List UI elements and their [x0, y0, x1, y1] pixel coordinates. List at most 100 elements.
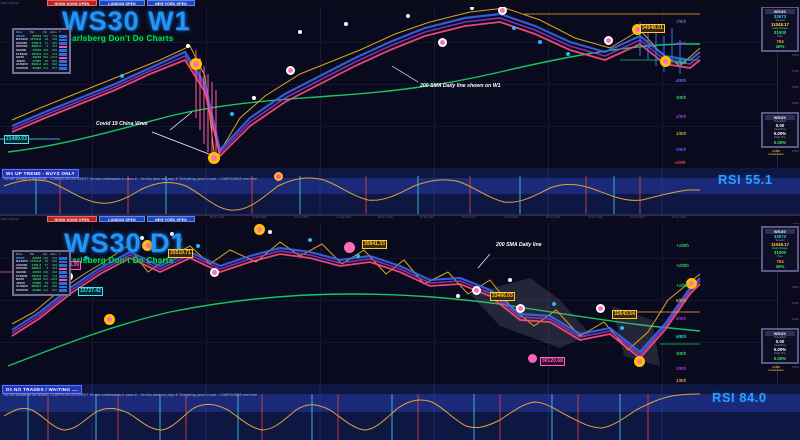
- chart-panel-d1[interactable]: WS30 D1 Carlsberg Don't Do Charts 200 SM…: [0, 216, 800, 384]
- info-value: 32673: [773, 14, 787, 19]
- info-value: 11048.17: [770, 242, 790, 248]
- cell-bar: [58, 260, 68, 264]
- table-row[interactable]: HK50 18216 842 1333: [15, 56, 68, 60]
- panel-divider: [0, 214, 800, 216]
- info-value: 16%: [775, 43, 785, 49]
- pivot-marker: [438, 38, 447, 47]
- info-value: 0.00%: [773, 139, 787, 145]
- info-box-w1-stats[interactable]: WS30 32673 Spread 11048.17 Daily Range 3…: [761, 6, 799, 52]
- mm-level-label: 6/8th: [676, 316, 687, 321]
- cell-pip: 164: [43, 33, 49, 38]
- chart-canvas-d1[interactable]: WS30 D1 Carlsberg Don't Do Charts 200 SM…: [0, 216, 800, 384]
- cell-pip: 300: [43, 47, 49, 52]
- cell-bar: [58, 35, 68, 39]
- table-row[interactable]: NAS100 11713.8 66 520: [15, 38, 68, 42]
- cell-symbol: JP225: [16, 58, 25, 63]
- cell-bid: 11713.8: [30, 37, 42, 42]
- info-value: 754: [776, 38, 784, 44]
- table-row[interactable]: AUS200 6632.2 421 628: [15, 285, 68, 289]
- signal-dot: [356, 254, 360, 258]
- rsi-zone-band: [0, 394, 800, 412]
- table-row[interactable]: US2000 1781.3 17 425: [15, 40, 68, 46]
- cell-bid: 13472: [32, 269, 42, 274]
- signal-dot: [140, 236, 144, 240]
- table-row[interactable]: SPX500 3984.5 8 333: [15, 267, 68, 271]
- table-row[interactable]: WS30 32673 164 754: [15, 33, 68, 39]
- info-value: 11048.17: [770, 22, 790, 28]
- info-label: Daily P/L: [774, 135, 786, 140]
- watchlist-panel-d1[interactable]: Pairs Bid Pip Hi/Lo T WS30 32673 164 754 NA…: [12, 250, 72, 296]
- signal-dot: [620, 326, 624, 330]
- table-row[interactable]: GER30 13472 300 640: [15, 47, 68, 53]
- info-box-d1-stats[interactable]: WS30 32673 Spread 11048.17 Daily Range 3…: [761, 226, 799, 272]
- cell-pip: 17: [44, 40, 49, 45]
- mm-level-label: 5/8th: [676, 60, 687, 65]
- table-row[interactable]: FTSE30 7372.5 127 744: [15, 52, 68, 57]
- table-row[interactable]: SPX500 3984.5 8 333: [15, 45, 68, 49]
- mm-level-label: 0/8th: [676, 147, 687, 152]
- cell-bid: 27850: [32, 280, 42, 285]
- cell-pip: 127: [43, 273, 49, 278]
- price-tag: 34948.51: [640, 24, 665, 33]
- mm-level-label: 4/8th: [676, 78, 687, 83]
- table-row[interactable]: GER30 13472 300 640: [15, 269, 68, 275]
- signal-dot: [406, 14, 410, 18]
- pivot-marker: [210, 268, 219, 277]
- info-box-w1-pl[interactable]: WS30 OpenPips 0.00 OpenPos 0.00% Daily P…: [761, 112, 799, 148]
- info-value: 0.00%: [773, 131, 787, 137]
- quote-text-d1: The 8th Wonder of the World... COMPOUND …: [3, 393, 258, 397]
- cell-pip: 211: [43, 65, 49, 70]
- app-label: MT4 Charts: [1, 1, 19, 5]
- table-row[interactable]: JP225 27850 56 515: [15, 58, 68, 64]
- cell-symbol: NAS100: [16, 259, 28, 264]
- cell-pip: 56: [44, 280, 49, 285]
- pivot-marker: [498, 6, 507, 15]
- cell-bid: 3984.5: [31, 266, 42, 271]
- info-label: Spread: [775, 238, 785, 242]
- table-row[interactable]: JP225 27850 56 515: [15, 280, 68, 286]
- cell-symbol: US30US: [16, 65, 29, 70]
- cell-bar: [58, 264, 68, 268]
- price-tag: 35841.33: [362, 240, 387, 249]
- watchlist-panel-w1[interactable]: Pairs Bid Pip Hi/Lo T WS30 32673 164 754 NA…: [12, 28, 72, 74]
- pivot-marker: [596, 304, 605, 313]
- watchlist-header-row: Pairs Bid Pip Hi/Lo T: [15, 253, 68, 257]
- table-row[interactable]: WS30 32673 164 754: [15, 255, 68, 261]
- pivot-marker: [528, 354, 537, 363]
- table-row[interactable]: US30US 31966 211 637: [15, 65, 68, 71]
- cell-symbol: AUS200: [16, 62, 28, 67]
- watchlist-table[interactable]: Pairs Bid Pip Hi/Lo T WS30 32673 164 754 NA…: [15, 31, 68, 71]
- chart-panel-w1[interactable]: WS30 W1 Carlsberg Don't Do Charts 200 SM…: [0, 0, 800, 168]
- rsi-pane-d1[interactable]: D1 NO TRADES / WAITING .... The 8th Wond…: [0, 384, 800, 440]
- info-box-d1-pl[interactable]: WS30 OpenPips 0.00 OpenPos 0.00% Daily P…: [761, 328, 799, 364]
- pivot-marker: [604, 36, 613, 45]
- watchlist-table[interactable]: Pairs Bid Pip Hi/Lo T WS30 32673 164 754 NA…: [15, 253, 68, 293]
- cell-bar: [58, 257, 68, 261]
- cell-bar: [58, 56, 68, 60]
- table-row[interactable]: FTSE30 7372.5 127 744: [15, 273, 68, 279]
- cell-bid: 32673: [32, 255, 42, 260]
- cell-symbol: WS30: [16, 255, 25, 260]
- mm-level-label: 5/8th: [676, 334, 687, 339]
- rsi-pane-w1[interactable]: W1 UP TREND - BUYS ONLY The 8th Wonder o…: [0, 168, 800, 216]
- session-ribbon-d1: MT4 Charts HONG KONG OPEN LONDON OPEN NE…: [0, 216, 800, 223]
- subtitle-w1: Carlsberg Don't Do Charts: [66, 34, 174, 43]
- info-label: Spread: [775, 18, 785, 22]
- trend-banner-d1: D1 NO TRADES / WAITING ....: [2, 385, 83, 394]
- cell-bid: 18216: [32, 277, 42, 282]
- cell-hilo: 515: [51, 280, 58, 285]
- cell-hilo: 333: [51, 44, 58, 49]
- col-pip: Pip: [43, 253, 47, 256]
- cell-hilo: 637: [51, 65, 58, 70]
- table-row[interactable]: US2000 1781.3 17 425: [15, 263, 68, 268]
- rsi-series-w1: [3, 168, 700, 216]
- table-row[interactable]: US30US 31966 211 637: [15, 288, 68, 293]
- cell-bar: [58, 45, 68, 49]
- cell-bid: 13472: [32, 47, 42, 52]
- table-row[interactable]: NAS100 11713.8 66 520: [15, 260, 68, 264]
- table-row[interactable]: AUS200 6632.2 421 628: [15, 63, 68, 67]
- chart-canvas-w1[interactable]: WS30 W1 Carlsberg Don't Do Charts 200 SM…: [0, 0, 800, 168]
- table-row[interactable]: HK50 18216 842 1333: [15, 278, 68, 282]
- cell-bar: [58, 49, 68, 53]
